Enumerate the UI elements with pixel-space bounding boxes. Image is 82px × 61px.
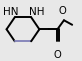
Text: NH: NH xyxy=(29,7,45,17)
Text: O: O xyxy=(53,50,61,60)
Text: O: O xyxy=(58,6,66,16)
Text: HN: HN xyxy=(3,7,19,17)
